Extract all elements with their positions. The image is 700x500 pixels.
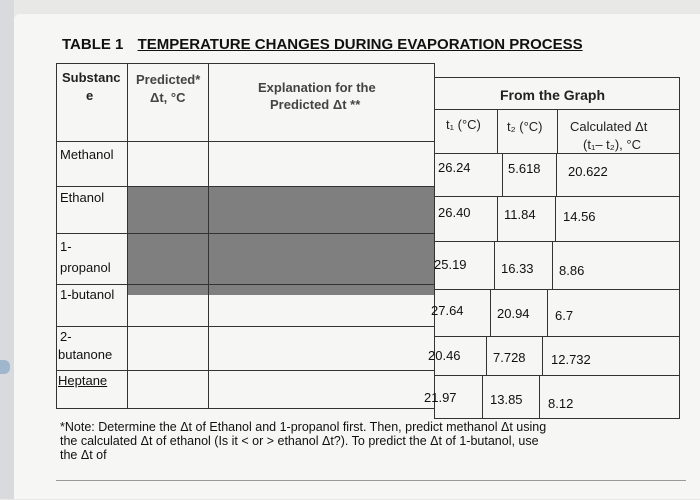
header-substance-2: e <box>86 88 94 103</box>
footnote-line-2: the calculated Δt of ethanol (Is it < or… <box>60 434 539 448</box>
footnote-line-1: *Note: Determine the Δt of Ethanol and 1… <box>60 420 547 434</box>
table-title: TABLE 1 TEMPERATURE CHANGES DURING EVAPO… <box>62 36 583 53</box>
header-t1: t₁ (°C) <box>446 117 481 132</box>
row-heptane-t1: 21.97 <box>424 390 457 405</box>
row-ethanol-t1: 26.40 <box>438 205 471 220</box>
row-butanol-t1: 27.64 <box>431 303 464 318</box>
row-heptane-substance: Heptane <box>58 373 108 388</box>
footnote: *Note: Determine the Δt of Ethanol and 1… <box>60 420 620 462</box>
header-calculated: Calculated Δt <box>570 119 648 134</box>
header-explanation: Explanation for the <box>258 80 376 95</box>
row-propanol-calc: 8.86 <box>559 263 585 278</box>
row-butanol-substance: 1-butanol <box>60 287 115 302</box>
row-butanone-t2: 7.728 <box>493 350 526 365</box>
row-butanone-substance-1: 2- <box>60 329 72 344</box>
row-heptane-t2: 13.85 <box>490 392 523 407</box>
row-butanone-calc: 12.732 <box>551 352 591 367</box>
header-explanation-2: Predicted Δt ** <box>270 97 361 112</box>
left-strip <box>0 0 14 499</box>
row-methanol-substance: Methanol <box>60 147 114 162</box>
row-butanone-t1: 20.46 <box>428 348 461 363</box>
row-ethanol-t2: 11.84 <box>504 207 536 222</box>
shaded-cells-propanol <box>127 250 434 295</box>
row-heptane-calc: 8.12 <box>548 396 574 411</box>
row-butanol-calc: 6.7 <box>555 308 574 323</box>
shaded-cells-ethanol <box>127 186 434 250</box>
header-t2: t₂ (°C) <box>507 119 543 134</box>
header-from-graph: From the Graph <box>500 87 606 103</box>
row-butanol-t2: 20.94 <box>497 306 530 321</box>
header-substance: Substanc <box>62 70 121 85</box>
table-title-text: TEMPERATURE CHANGES DURING EVAPORATION P… <box>137 36 583 53</box>
row-propanol-substance-2: propanol <box>60 260 111 275</box>
footnote-line-3: the Δt of <box>60 448 107 462</box>
row-propanol-substance-1: 1- <box>60 239 72 254</box>
row-methanol-t2: 5.618 <box>508 161 541 176</box>
row-ethanol-substance: Ethanol <box>60 190 105 205</box>
header-calculated-2: (t₁– t₂), °C <box>583 137 641 152</box>
row-ethanol-calc: 14.56 <box>563 209 596 224</box>
answer-box-edge <box>56 480 686 500</box>
row-methanol-t1: 26.24 <box>438 160 471 175</box>
header-predicted: Predicted* <box>136 72 201 87</box>
header-predicted-unit: Δt, °C <box>150 90 186 105</box>
row-butanone-substance-2: butanone <box>58 347 113 362</box>
row-propanol-t1: 25.19 <box>434 257 467 272</box>
table-label: TABLE 1 <box>62 36 124 53</box>
row-propanol-t2: 16.33 <box>501 261 534 276</box>
row-methanol-calc: 20.622 <box>568 164 608 179</box>
sidebar-toggle-icon[interactable] <box>0 360 10 374</box>
